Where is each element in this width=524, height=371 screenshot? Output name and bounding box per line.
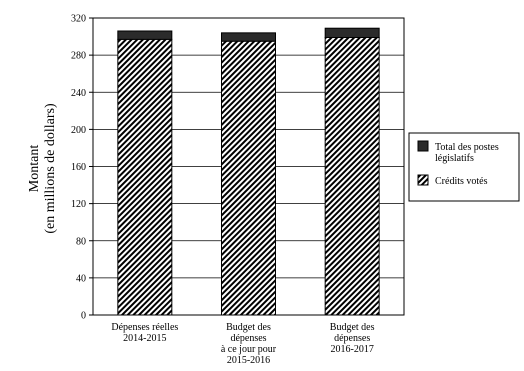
y-axis-title: Montant(en millions de dollars) <box>27 103 58 234</box>
legend-label: Crédits votés <box>435 176 488 187</box>
bar-postes-legislatifs <box>117 30 173 40</box>
legend-label: législatifs <box>435 153 474 164</box>
y-axis-title-line: Montant <box>27 145 42 193</box>
bar-credits-votes <box>221 40 276 316</box>
x-category-label: à ce jour pour <box>221 344 277 355</box>
x-category-label: Budget des <box>330 322 375 333</box>
bars <box>117 27 380 316</box>
x-category-label: Budget des <box>226 322 271 333</box>
y-axis-ticks: 0 40 80 120 160 200 240 280 320 <box>71 14 93 322</box>
x-category-label: 2014-2015 <box>123 333 166 344</box>
bar-postes-legislatifs <box>324 27 380 38</box>
bar-credits-votes <box>117 38 173 316</box>
legend-swatch <box>417 140 429 152</box>
y-tick-label: 320 <box>71 14 86 25</box>
x-category-label: dépenses <box>334 333 370 344</box>
y-tick-label: 80 <box>76 236 86 247</box>
legend-swatch <box>417 174 429 186</box>
y-tick-label: 280 <box>71 51 86 62</box>
y-tick-label: 40 <box>76 273 86 284</box>
x-category-label: 2015-2016 <box>227 355 270 366</box>
y-tick-label: 160 <box>71 162 86 173</box>
y-tick-label: 120 <box>71 199 86 210</box>
y-tick-label: 240 <box>71 88 86 99</box>
y-tick-label: 200 <box>71 125 86 136</box>
x-category-label: dépenses <box>230 333 266 344</box>
legend-label: Total des postes <box>435 142 499 153</box>
y-axis-title-line: (en millions de dollars) <box>43 103 58 234</box>
x-category-label: Dépenses réelles <box>111 322 178 333</box>
y-tick-label: 0 <box>81 311 86 322</box>
x-category-label: 2016-2017 <box>330 344 373 355</box>
bar-credits-votes <box>324 36 380 316</box>
bar-postes-legislatifs <box>221 32 276 42</box>
